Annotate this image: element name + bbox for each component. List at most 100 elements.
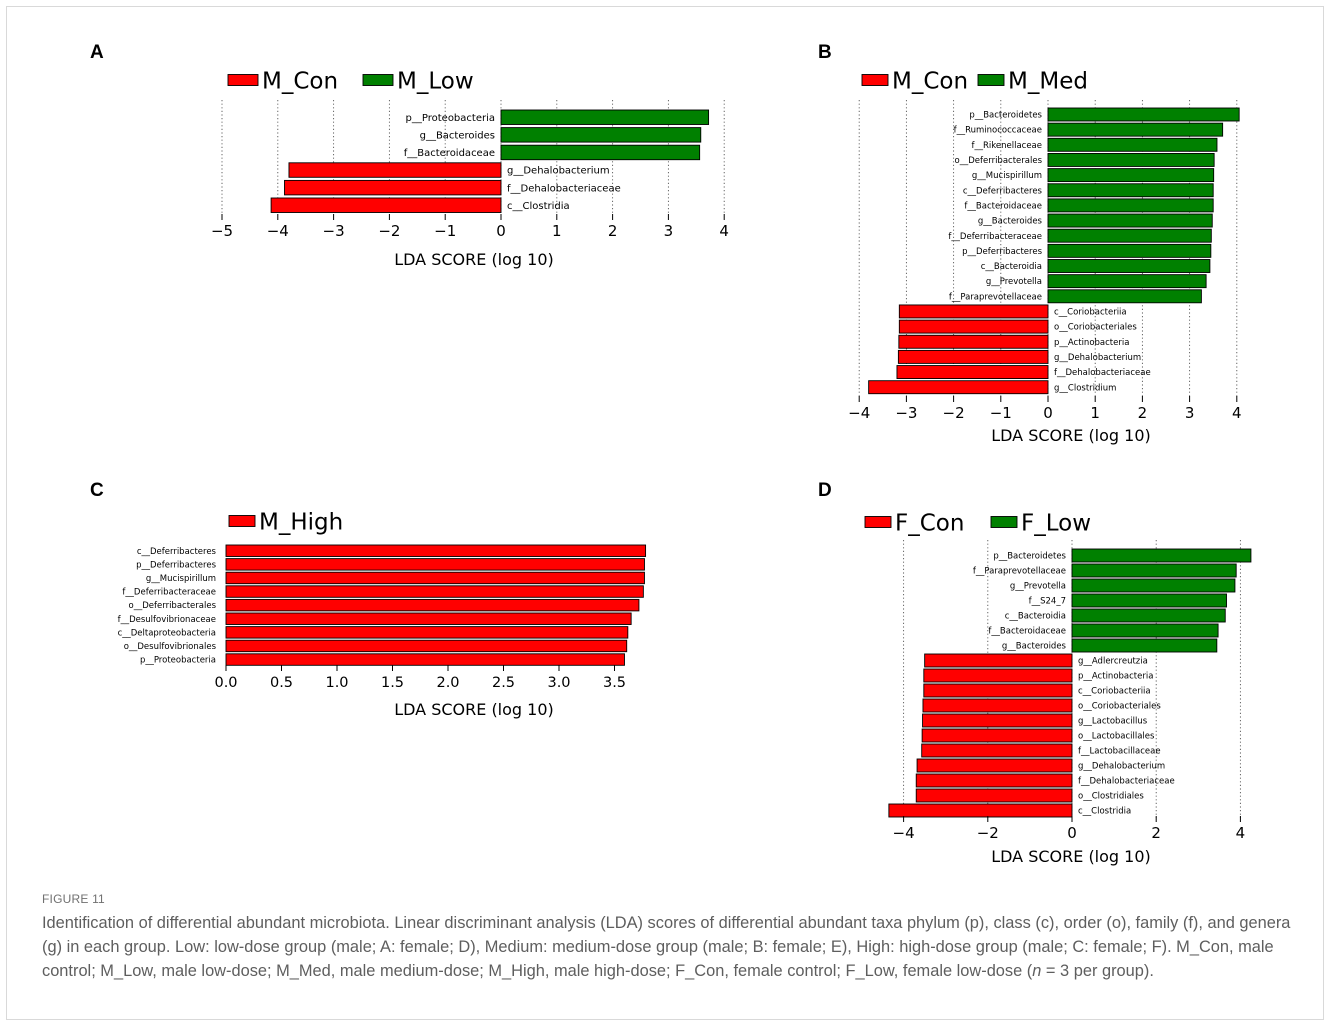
pa-tick-label: −3 [323, 222, 345, 240]
pb-bar [1047, 259, 1211, 273]
pb-bar [898, 304, 1049, 319]
pc-tick-label: 2.5 [492, 675, 515, 691]
pd-bar [1071, 638, 1218, 653]
pd-bar-label: f__Paraprevotellaceae [973, 567, 1066, 577]
pd-bar-label: f__Lactobacillaceae [1078, 747, 1161, 757]
pa-legend-swatch [227, 74, 259, 86]
pb-bar [1047, 122, 1224, 137]
pc-bar-label: c__Deferribacteres [137, 547, 217, 557]
pa-bar-label: c__Clostridia [507, 201, 570, 212]
panel-letter-a: A [90, 42, 104, 63]
pb-bar [1047, 107, 1240, 122]
pb-tick-label: −2 [943, 404, 965, 422]
pb-tick-label: 4 [1232, 404, 1242, 422]
pd-bar [921, 743, 1073, 758]
pc-bar-label: p__Deferribacteres [136, 560, 216, 570]
pc-bar [225, 639, 628, 653]
pd-bar-label: g__Dehalobacterium [1078, 762, 1165, 772]
pa-legend-swatch [362, 74, 394, 86]
pc-tick-label: 0.5 [270, 675, 293, 691]
pc-bar [225, 626, 629, 639]
pd-bar-label: g__Bacteroides [1002, 642, 1067, 652]
pd-bar [924, 653, 1073, 668]
pd-bar-label: g__Prevotella [1010, 582, 1066, 592]
pa-tick-label: −1 [434, 222, 456, 240]
pd-tick-label: 4 [1236, 824, 1246, 842]
pc-bar [225, 598, 640, 612]
pd-bar-label: g__Adlercreutzia [1078, 657, 1148, 667]
pb-legend-label: M_Con [892, 68, 968, 94]
pd-bar [922, 713, 1073, 728]
pb-legend-label: M_Med [1008, 68, 1088, 94]
pd-bar [915, 788, 1073, 803]
pb-tick-label: −4 [848, 404, 870, 422]
panel-letter-c: C [90, 480, 104, 501]
pa-bar [288, 162, 502, 178]
pd-tick-label: −2 [977, 824, 999, 842]
pb-bar [896, 365, 1049, 379]
pd-tick-label: 2 [1151, 824, 1161, 842]
pc-bar [225, 571, 645, 585]
pb-bar-label: g__Clostridium [1054, 383, 1116, 393]
pc-bar [225, 585, 644, 598]
pb-bar-label: g__Mucispirillum [972, 171, 1042, 181]
pd-bar-label: c__Coriobacteriia [1078, 687, 1151, 697]
pd-bar [921, 728, 1073, 743]
pd-bar [1071, 578, 1236, 593]
pb-bar-label: c__Coriobacteriia [1054, 308, 1127, 318]
pb-bar-label: f__Deferribacteraceae [948, 232, 1042, 242]
pc-legend-label: M_High [259, 509, 343, 535]
pc-bar-label: p__Proteobacteria [140, 656, 216, 666]
pb-x-axis-label: LDA SCORE (log 10) [991, 426, 1151, 445]
figure-caption: Identification of differential abundant … [42, 911, 1300, 984]
pc-x-axis-label: LDA SCORE (log 10) [394, 700, 554, 719]
pd-bar [1071, 548, 1252, 563]
pd-bar-label: c__Bacteroidia [1005, 612, 1066, 622]
caption-text-part2: = 3 per group). [1041, 962, 1154, 981]
pd-tick-label: −4 [893, 824, 915, 842]
pd-legend-swatch [990, 516, 1018, 528]
pb-bar-label: g__Bacteroides [978, 217, 1043, 227]
pb-tick-label: 0 [1043, 404, 1053, 422]
pb-bar-label: f__Paraprevotellaceae [949, 292, 1042, 302]
pd-tick-label: 0 [1067, 824, 1077, 842]
pa-tick-label: −5 [211, 222, 233, 240]
pb-bar-label: f__Bacteroidaceae [964, 201, 1042, 211]
pa-bar [500, 144, 701, 161]
pd-bar-label: g__Lactobacillus [1078, 717, 1148, 727]
pd-bar [923, 683, 1073, 698]
pd-bar-label: p__Actinobacteria [1078, 672, 1153, 682]
pc-bar [225, 612, 632, 625]
pb-bar-label: g__Prevotella [986, 277, 1042, 287]
pa-legend-label: M_Low [397, 68, 474, 94]
pd-bar-label: f__S24_7 [1029, 597, 1066, 607]
pc-bar-label: g__Mucispirillum [146, 574, 216, 584]
panel-letter-d: D [818, 480, 832, 501]
pc-tick-label: 1.0 [325, 675, 348, 691]
pb-tick-label: −1 [990, 404, 1012, 422]
pb-bar-label: f__Ruminococcaceae [954, 126, 1042, 136]
pa-bar [500, 109, 710, 125]
pd-bar-label: o__Clostridiales [1078, 792, 1144, 802]
pb-bar-label: c__Bacteroidia [981, 262, 1042, 272]
pb-bar-label: g__Dehalobacterium [1054, 353, 1141, 363]
pb-bar-label: p__Actinobacteria [1054, 338, 1129, 348]
pb-bar [898, 319, 1049, 334]
pb-bar-label: o__Coriobacteriales [1054, 323, 1137, 333]
pa-bar-label: p__Proteobacteria [406, 113, 495, 124]
pa-bar [270, 197, 502, 213]
pd-bar-label: o__Lactobacillales [1078, 732, 1155, 742]
pd-legend-label: F_Con [895, 510, 964, 536]
pa-x-axis-label: LDA SCORE (log 10) [394, 250, 554, 269]
pb-bar [1047, 274, 1207, 289]
pc-bar-label: f__Desulfovibrionaceae [118, 615, 216, 625]
pb-tick-label: 3 [1185, 404, 1195, 422]
pa-bar-label: g__Bacteroides [420, 130, 495, 141]
pb-tick-label: 1 [1090, 404, 1100, 422]
figure-frame [6, 6, 1324, 1020]
pa-tick-label: −4 [267, 222, 289, 240]
